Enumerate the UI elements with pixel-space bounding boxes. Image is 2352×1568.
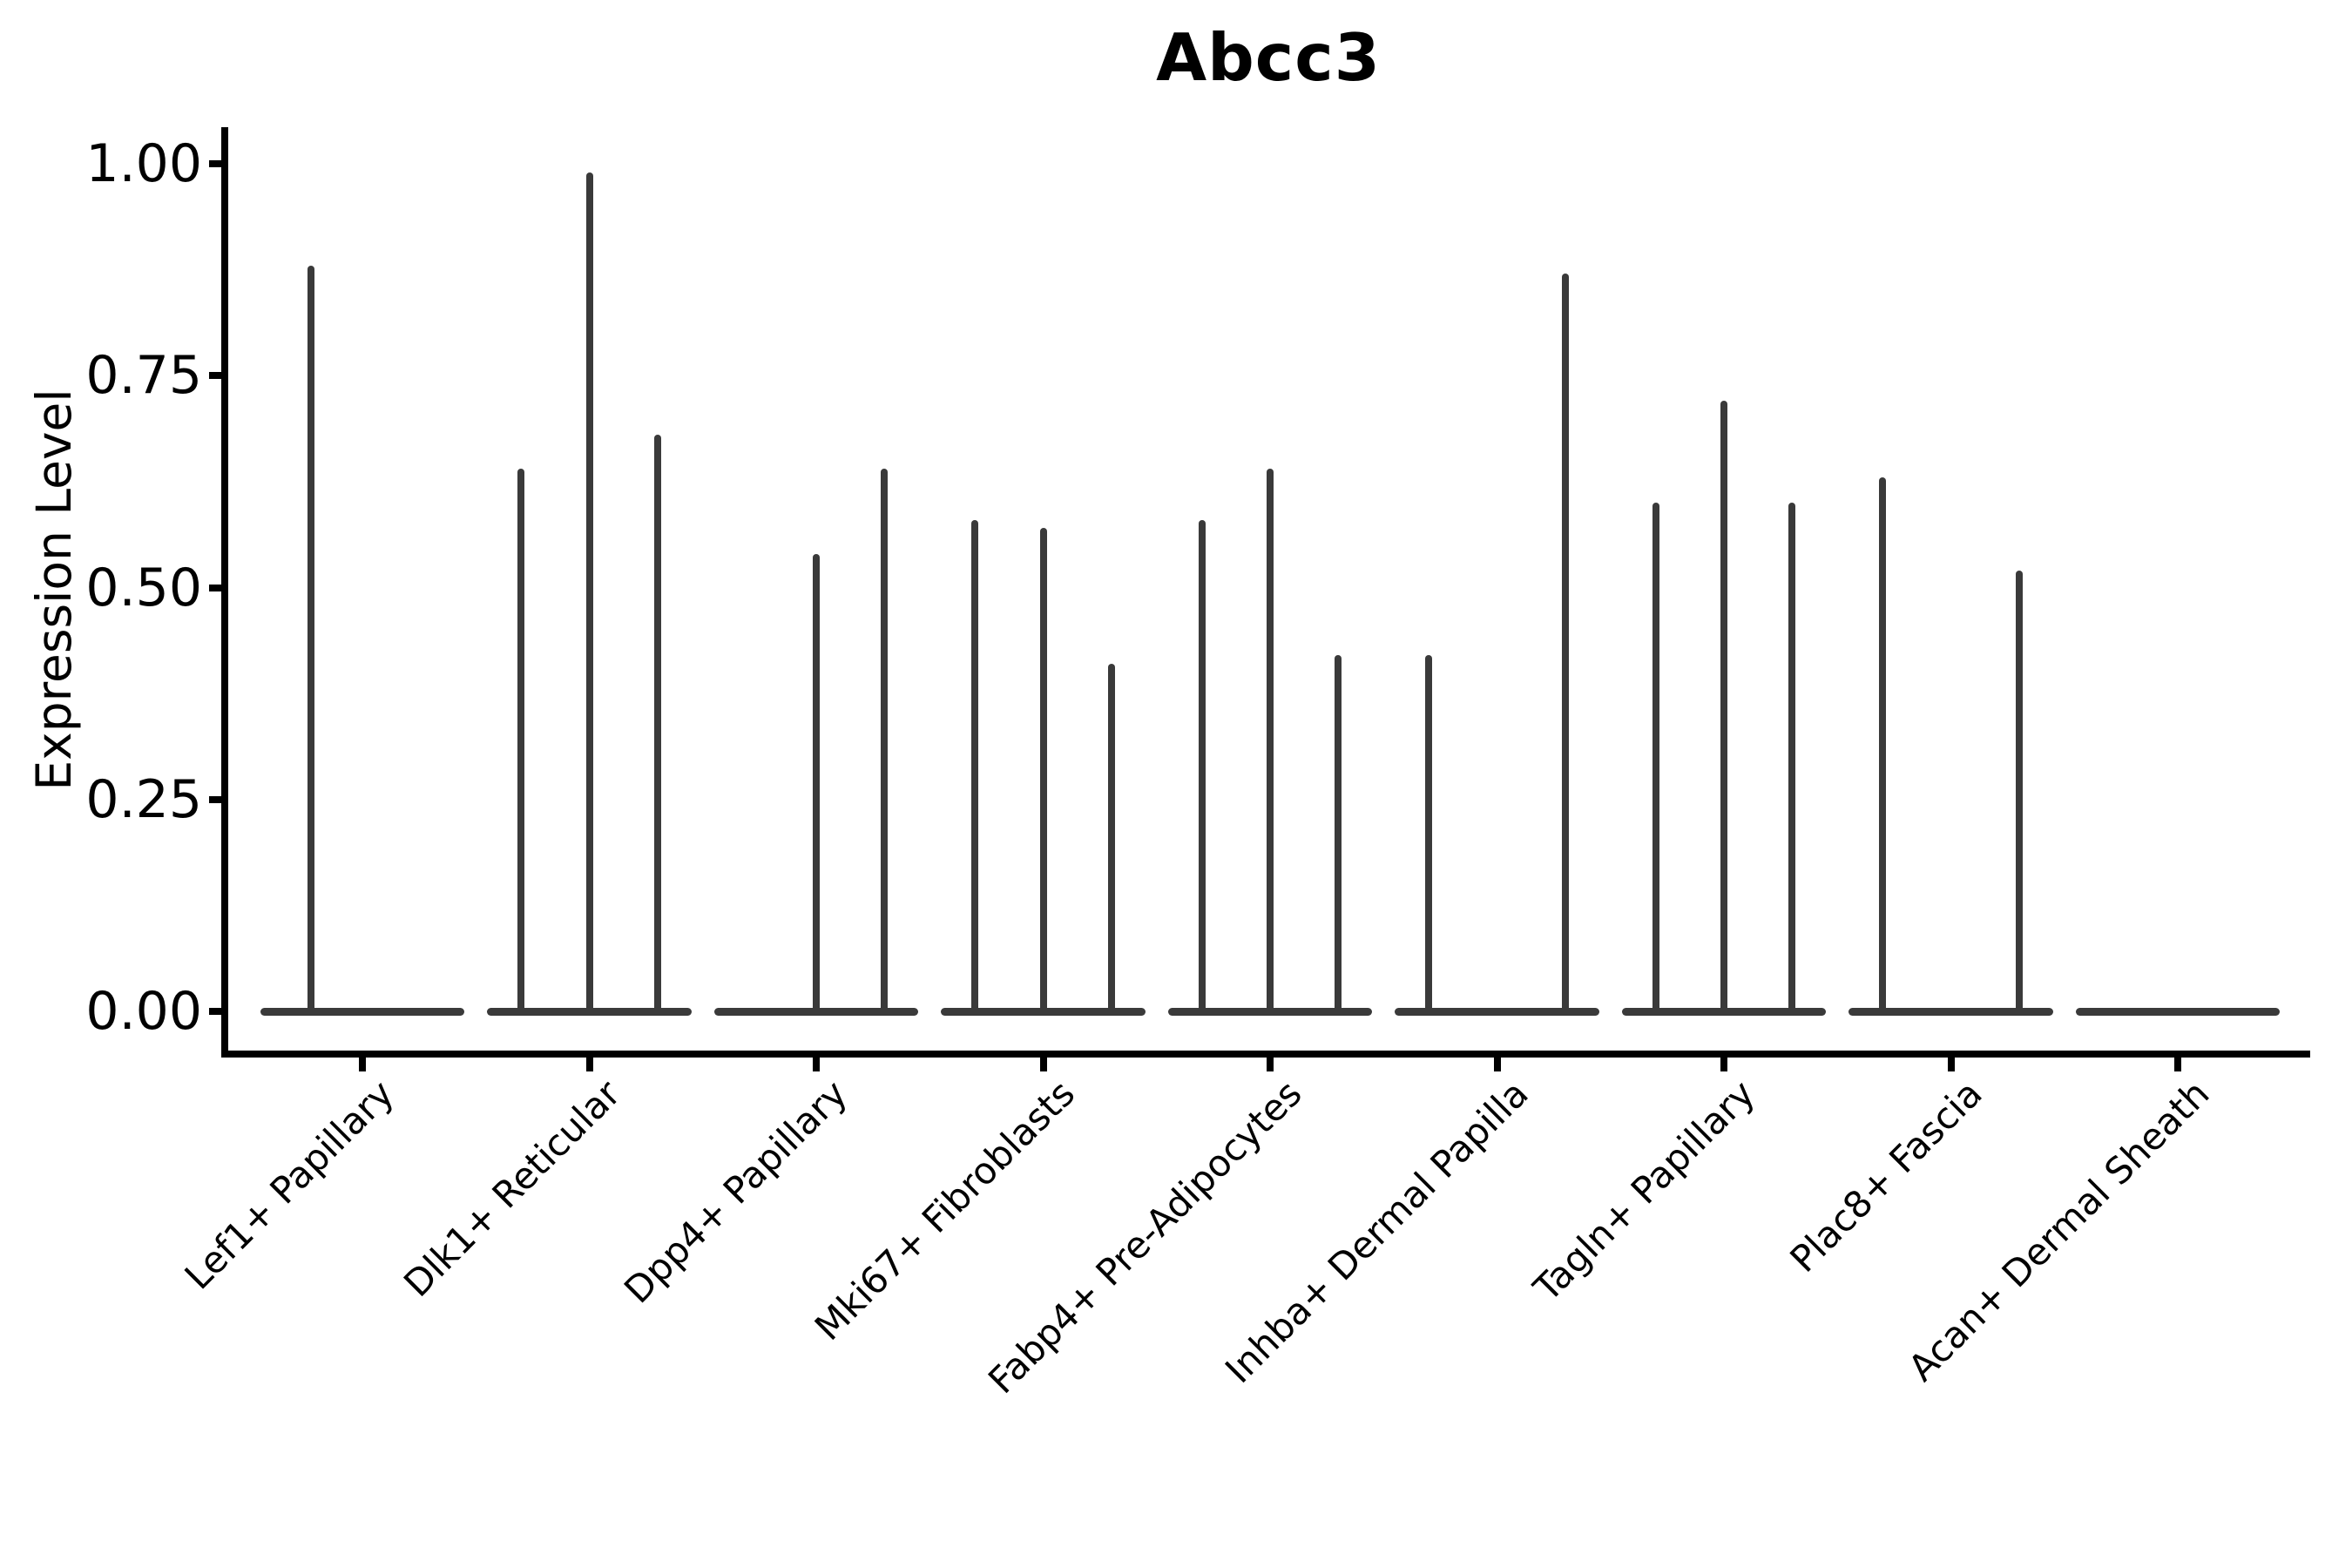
x-axis-tick-label: Lef1+ Papillary bbox=[176, 1071, 402, 1298]
violin-spike bbox=[1652, 503, 1659, 1011]
x-axis-tick-label: Mki67+ Fibroblasts bbox=[806, 1071, 1083, 1349]
violin-baseline bbox=[713, 1007, 919, 1016]
violin-spike bbox=[1039, 528, 1047, 1011]
violin-spike bbox=[308, 265, 315, 1011]
violin-spike bbox=[1425, 655, 1433, 1011]
violin-spike bbox=[1335, 655, 1342, 1011]
x-axis-tick bbox=[1493, 1058, 1501, 1071]
y-axis-tick-label: 0.25 bbox=[85, 768, 202, 830]
violin-baseline bbox=[487, 1007, 692, 1016]
violin-baseline bbox=[941, 1007, 1146, 1016]
x-axis-tick bbox=[1947, 1058, 1955, 1071]
violin-spike bbox=[1720, 401, 1727, 1011]
y-axis-spine bbox=[221, 127, 228, 1058]
y-axis-tick-label: 1.00 bbox=[85, 133, 202, 194]
y-axis-tick-label: 0.00 bbox=[85, 981, 202, 1042]
violin-spike bbox=[971, 519, 979, 1011]
violin-spike bbox=[1198, 519, 1206, 1011]
x-axis-tick-label: Tagln+ Papillary bbox=[1525, 1071, 1764, 1310]
violin-spike bbox=[2015, 571, 2023, 1011]
x-axis-tick bbox=[813, 1058, 820, 1071]
violin-baseline bbox=[1167, 1007, 1373, 1016]
x-axis-tick bbox=[1720, 1058, 1727, 1071]
x-axis-tick bbox=[1039, 1058, 1047, 1071]
x-axis-tick bbox=[585, 1058, 593, 1071]
violin-baseline bbox=[260, 1007, 465, 1016]
violin-baseline bbox=[1621, 1007, 1827, 1016]
x-axis-tick bbox=[2174, 1058, 2181, 1071]
violin-spike bbox=[1561, 274, 1569, 1011]
chart-title: Abcc3 bbox=[1156, 19, 1381, 96]
x-axis-tick bbox=[359, 1058, 366, 1071]
x-axis-tick bbox=[1267, 1058, 1274, 1071]
violin-spike bbox=[1788, 503, 1796, 1011]
violin-spike bbox=[1879, 477, 1887, 1011]
y-axis-tick-label: 0.75 bbox=[85, 345, 202, 407]
y-axis-tick bbox=[209, 795, 228, 803]
x-axis-tick-label: Dlk1+ Reticular bbox=[395, 1071, 629, 1306]
violin-spike bbox=[1267, 469, 1274, 1011]
violin-baseline bbox=[2075, 1007, 2281, 1016]
violin-spike bbox=[813, 553, 820, 1011]
y-axis-tick bbox=[209, 584, 228, 591]
violin-spike bbox=[881, 469, 889, 1011]
violin-spike bbox=[517, 469, 525, 1011]
y-axis-tick bbox=[209, 160, 228, 167]
violin-spike bbox=[585, 172, 593, 1011]
y-axis-tick-label: 0.50 bbox=[85, 557, 202, 618]
violin-spike bbox=[653, 435, 661, 1011]
violin-baseline bbox=[1848, 1007, 2053, 1016]
violin-spike bbox=[1107, 664, 1115, 1011]
x-axis-tick-label: Dpp4+ Papillary bbox=[616, 1071, 856, 1312]
y-axis-tick bbox=[209, 372, 228, 380]
x-axis-tick-label: Plac8+ Fascia bbox=[1781, 1071, 1990, 1281]
violin-baseline bbox=[1395, 1007, 1599, 1016]
y-axis-tick bbox=[209, 1008, 228, 1015]
x-axis-spine bbox=[221, 1051, 2310, 1058]
